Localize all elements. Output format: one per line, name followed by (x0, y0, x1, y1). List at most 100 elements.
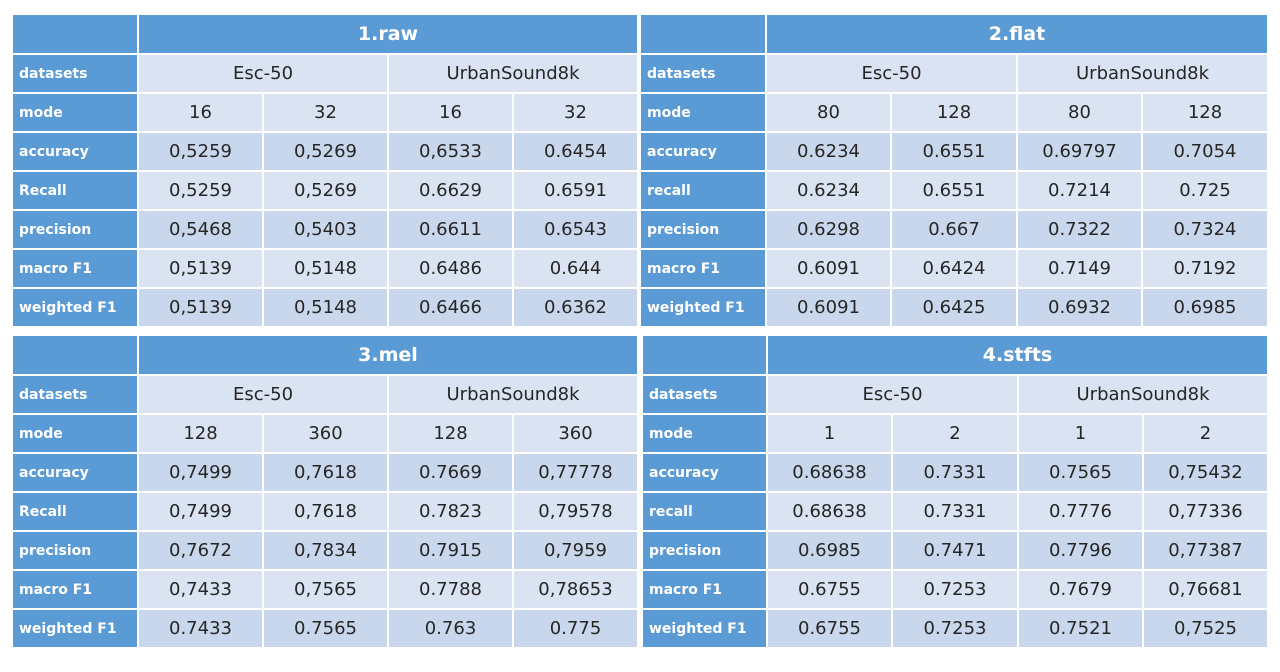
table-row: macro F1 0.6755 0.7253 0.7679 0,76681 (641, 569, 1269, 610)
table-cell: 0,77778 (512, 452, 639, 493)
table-cell: 0.7565 (1017, 452, 1144, 493)
table-cell: 0.667 (890, 209, 1018, 250)
table-cell: 0,7433 (137, 569, 264, 610)
table-cell: 0.6543 (512, 209, 639, 250)
table-cell: 0.7214 (1016, 170, 1143, 211)
row-label: mode (641, 413, 768, 454)
table-cell: 0,77387 (1142, 530, 1269, 571)
table-row: weighted F1 0,5139 0,5148 0.6466 0.6362 (11, 287, 639, 328)
results-table-2: 2.flat datasets Esc-50 UrbanSound8k mode 80 12… (639, 13, 1269, 328)
table-row: macro F1 0,5139 0,5148 0.6486 0.644 (11, 248, 639, 289)
results-table-1: 1.raw datasets Esc-50 UrbanSound8k mode 16 32 1… (11, 13, 639, 328)
table-row: mode 128 360 128 360 (11, 413, 639, 454)
table-cell: 0.7331 (891, 491, 1019, 532)
table-row: mode 80 128 80 128 (639, 92, 1269, 133)
table-cell: 0.6985 (766, 530, 893, 571)
table-cell: 0.7565 (262, 608, 389, 649)
table-cell: 2 (1142, 413, 1269, 454)
table-cell: 0.7192 (1141, 248, 1269, 289)
table-row: weighted F1 0.6091 0.6425 0.6932 0.6985 (639, 287, 1269, 328)
table-cell: 0,5139 (137, 248, 264, 289)
table-cell: 128 (387, 413, 514, 454)
row-label: weighted F1 (641, 608, 768, 649)
table-cell: 0.6985 (1141, 287, 1269, 328)
table-cell: 0,5269 (262, 170, 389, 211)
table-cell: 0.7788 (387, 569, 514, 610)
table-cell: 0.68638 (766, 452, 893, 493)
table-cell: 0.6234 (765, 131, 892, 172)
results-table-4: 4.stfts datasets Esc-50 UrbanSound8k mode 1 2 1… (641, 334, 1269, 649)
table-cell: 0,5148 (262, 248, 389, 289)
table-cell: 0.7915 (387, 530, 514, 571)
table-row: precision 0.6985 0.7471 0.7796 0,77387 (641, 530, 1269, 571)
table-row: mode 1 2 1 2 (641, 413, 1269, 454)
table-cell: 0.6551 (890, 131, 1018, 172)
table-cell: 0.6298 (765, 209, 892, 250)
table-cell: 0,7959 (512, 530, 639, 571)
table-cell: 80 (765, 92, 892, 133)
table-row: macro F1 0,7433 0,7565 0.7788 0,78653 (11, 569, 639, 610)
table-cell: 0.6454 (512, 131, 639, 172)
row-label: precision (641, 530, 768, 571)
table-cell: 0,5139 (137, 287, 264, 328)
row-label: accuracy (639, 131, 767, 172)
table-row: weighted F1 0.7433 0.7565 0.763 0.775 (11, 608, 639, 649)
table-corner (641, 334, 768, 376)
row-label-datasets: datasets (11, 374, 139, 415)
table-cell: 0.68638 (766, 491, 893, 532)
row-label: mode (639, 92, 767, 133)
table-cell: 0.7796 (1017, 530, 1144, 571)
row-label: macro F1 (11, 569, 139, 610)
table-cell: 0.7823 (387, 491, 514, 532)
table-cell: 0.6466 (387, 287, 514, 328)
table-cell: 0.7322 (1016, 209, 1143, 250)
table-cell: 0.6551 (890, 170, 1018, 211)
table-cell: 0.6755 (766, 569, 893, 610)
table-cell: 0,5148 (262, 287, 389, 328)
row-label: macro F1 (639, 248, 767, 289)
table-cell: 80 (1016, 92, 1143, 133)
table-cell: 0.775 (512, 608, 639, 649)
row-label-datasets: datasets (11, 53, 139, 94)
table-cell: 0.763 (387, 608, 514, 649)
table-row: macro F1 0.6091 0.6424 0.7149 0.7192 (639, 248, 1269, 289)
table-cell: 0,7618 (262, 452, 389, 493)
table-cell: 1 (1017, 413, 1144, 454)
table-cell: 0,5259 (137, 131, 264, 172)
table-cell: 0,5269 (262, 131, 389, 172)
table-title: 2.flat (765, 13, 1269, 55)
table-cell: 0,79578 (512, 491, 639, 532)
row-label: recall (639, 170, 767, 211)
results-table-3: 3.mel datasets Esc-50 UrbanSound8k mode 128 36… (11, 334, 639, 649)
table-row: accuracy 0,7499 0,7618 0.7669 0,77778 (11, 452, 639, 493)
table-cell: 0.6091 (765, 287, 892, 328)
table-cell: 0,7499 (137, 452, 264, 493)
table-cell: 0.6629 (387, 170, 514, 211)
table-row: accuracy 0.68638 0.7331 0.7565 0,75432 (641, 452, 1269, 493)
table-cell: 32 (512, 92, 639, 133)
row-label: Recall (11, 170, 139, 211)
row-label: weighted F1 (11, 608, 139, 649)
dataset-header: UrbanSound8k (387, 53, 639, 94)
table-cell: 0.6932 (1016, 287, 1143, 328)
table-cell: 32 (262, 92, 389, 133)
table-cell: 0,75432 (1142, 452, 1269, 493)
table-cell: 0.6611 (387, 209, 514, 250)
table-cell: 0,7565 (262, 569, 389, 610)
table-row: mode 16 32 16 32 (11, 92, 639, 133)
table-cell: 0,7834 (262, 530, 389, 571)
dataset-header: Esc-50 (137, 374, 389, 415)
dataset-header: Esc-50 (137, 53, 389, 94)
row-label-datasets: datasets (641, 374, 768, 415)
table-cell: 0,6533 (387, 131, 514, 172)
table-cell: 0,7525 (1142, 608, 1269, 649)
table-cell: 0.7331 (891, 452, 1019, 493)
table-corner (11, 13, 139, 55)
table-cell: 0.7679 (1017, 569, 1144, 610)
row-label: precision (639, 209, 767, 250)
row-label: accuracy (641, 452, 768, 493)
row-label: macro F1 (641, 569, 768, 610)
table-cell: 0,76681 (1142, 569, 1269, 610)
table-cell: 0.6362 (512, 287, 639, 328)
row-label: accuracy (11, 131, 139, 172)
